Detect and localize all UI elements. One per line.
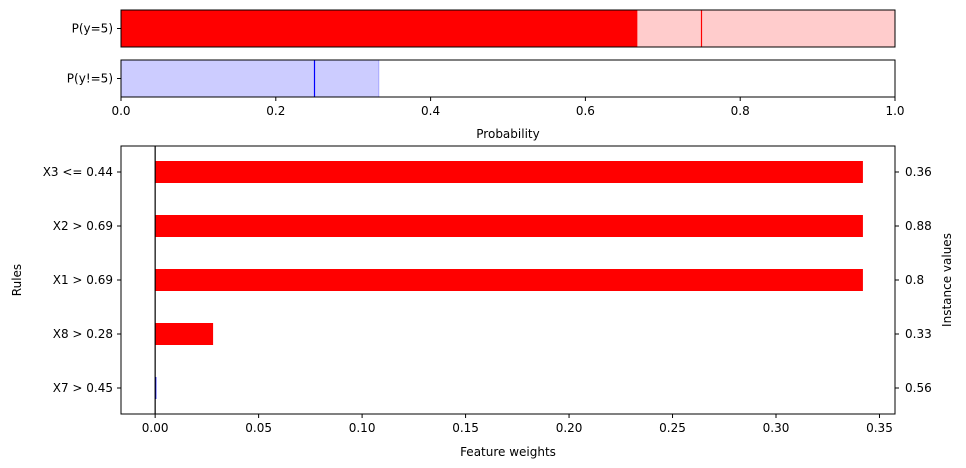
x-tick-label: 0.4 [421,104,440,118]
probability-bar [121,10,638,47]
weight-bar [155,269,863,291]
probability-axis-label: Probability [476,127,539,141]
instance-value-label: 0.33 [905,327,932,341]
x-tick-label: 1.0 [885,104,904,118]
feature-weights-panel: X3 <= 0.44 0.36 X2 > 0.69 0.88 X1 > 0.69 0.8 X… [43,145,932,435]
rule-label: X1 > 0.69 [53,273,113,287]
x-tick-label: 0.35 [866,421,893,435]
x-tick-label: 0.25 [659,421,686,435]
interval-bar [120,59,380,98]
instance-value-label: 0.56 [905,381,932,395]
weight-bar [155,161,863,183]
rule-label: X7 > 0.45 [53,381,113,395]
x-tick-label: 0.0 [111,104,130,118]
rule-label: X8 > 0.28 [53,327,113,341]
x-tick-label: 0.2 [266,104,285,118]
rules-axis-label: Rules [10,264,24,296]
weight-bar [155,215,863,237]
instance-values-axis-label: Instance values [940,233,954,327]
x-tick-label: 0.15 [452,421,479,435]
probability-positive-panel: P(y=5) [72,9,896,48]
x-tick-label: 0.6 [576,104,595,118]
x-tick-label: 0.00 [142,421,169,435]
x-tick-label: 0.30 [763,421,790,435]
feature-weights-axis-label: Feature weights [460,445,556,459]
instance-value-label: 0.88 [905,219,932,233]
instance-value-label: 0.8 [905,273,924,287]
probability-negative-panel: P(y!=5) 0.0 0.2 0.4 0.6 0.8 1.0 [67,59,905,118]
instance-value-label: 0.36 [905,165,932,179]
category-label: P(y!=5) [67,72,113,86]
rule-label: X2 > 0.69 [53,219,113,233]
category-label: P(y=5) [72,22,113,36]
weight-bar [155,323,214,345]
x-tick-label: 0.8 [731,104,750,118]
weight-bar [155,377,157,399]
x-tick-label: 0.05 [245,421,272,435]
x-tick-label: 0.20 [556,421,583,435]
interval-bar [636,9,896,48]
x-tick-label: 0.10 [349,421,376,435]
rule-label: X3 <= 0.44 [43,165,113,179]
